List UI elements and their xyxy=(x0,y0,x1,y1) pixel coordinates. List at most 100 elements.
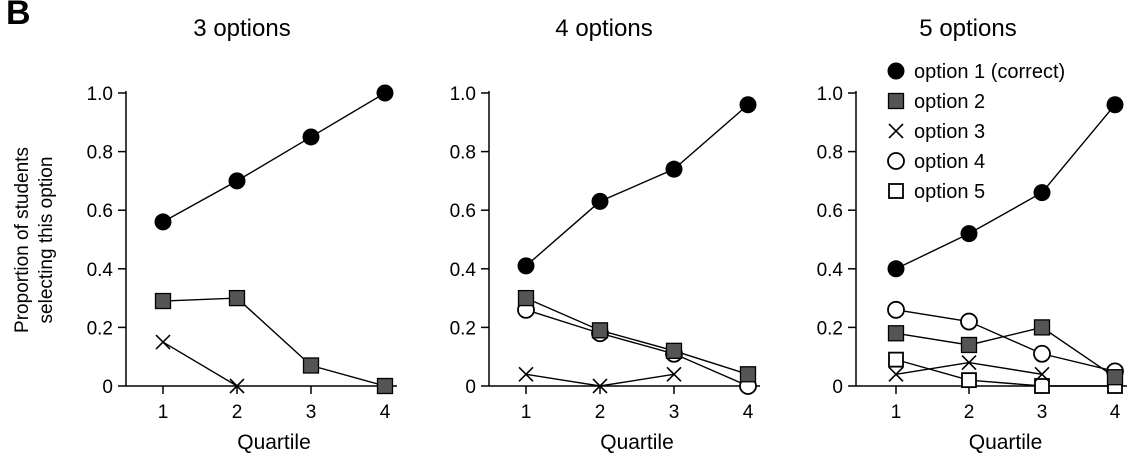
x-tick-label: 4 xyxy=(1110,402,1121,423)
data-point-series1 xyxy=(1033,184,1051,202)
data-point-series5 xyxy=(961,372,977,389)
data-point-series1 xyxy=(665,160,683,178)
legend-marker-shape xyxy=(887,152,905,170)
data-point-series1-shape xyxy=(1033,184,1051,202)
series-line-3 xyxy=(162,341,238,387)
data-point-series2 xyxy=(302,357,320,374)
y-tick-label: 0.4 xyxy=(817,260,844,281)
legend-label: option 4 xyxy=(914,151,985,173)
data-point-series4-shape xyxy=(960,312,978,331)
chart-title: 3 options xyxy=(193,15,290,42)
data-point-series1 xyxy=(1106,96,1124,114)
series-line-2 xyxy=(895,326,1116,378)
data-point-series1-shape xyxy=(960,225,978,243)
data-point-series3-stroke-b xyxy=(666,366,682,382)
data-point-series1-shape xyxy=(739,96,757,114)
series-line-4 xyxy=(895,309,1116,373)
data-point-series1 xyxy=(228,172,246,190)
legend-marker xyxy=(887,152,905,170)
legend-label: option 2 xyxy=(914,91,985,113)
data-point-series3 xyxy=(229,378,245,394)
legend-marker-stroke-b xyxy=(888,123,904,139)
y-tick-label: 0.8 xyxy=(817,143,843,164)
data-point-series5-shape xyxy=(888,351,904,368)
x-tick-label: 4 xyxy=(743,402,754,423)
x-tick-label: 2 xyxy=(595,402,606,423)
x-tick-label: 2 xyxy=(232,402,243,423)
x-tick-label: 3 xyxy=(669,402,680,423)
y-axis-label-line2: selecting this option xyxy=(36,157,57,324)
legend-marker xyxy=(888,183,904,199)
data-point-series3-stroke-b xyxy=(229,378,245,394)
data-point-series2-shape xyxy=(887,325,905,342)
data-point-series2-shape xyxy=(739,366,757,383)
data-point-series2 xyxy=(376,377,394,395)
data-point-series2 xyxy=(665,342,683,359)
data-point-series1-shape xyxy=(591,192,609,210)
data-point-series1-shape xyxy=(302,128,320,146)
y-axis-label-line1: Proportion of students xyxy=(12,147,33,333)
data-point-series3-stroke-b xyxy=(1034,366,1050,382)
y-tick-label: 0 xyxy=(832,377,843,398)
x-tick-label: 3 xyxy=(1037,402,1048,423)
data-point-series2 xyxy=(887,325,905,342)
data-point-series4 xyxy=(960,312,978,331)
data-point-series2-shape xyxy=(1106,369,1124,386)
legend-marker-shape xyxy=(887,92,905,110)
data-point-series5-shape xyxy=(1034,378,1050,394)
data-point-series2-shape xyxy=(302,357,320,374)
data-point-series3 xyxy=(1034,366,1050,382)
data-point-series3-stroke-b xyxy=(888,366,904,382)
legend-marker-shape xyxy=(887,62,905,80)
y-tick-label: 0.4 xyxy=(87,260,114,281)
y-tick-label: 1.0 xyxy=(450,84,476,105)
data-point-series1 xyxy=(154,213,172,231)
data-point-series1-shape xyxy=(154,213,172,231)
data-point-series1 xyxy=(591,192,609,210)
data-point-series1-shape xyxy=(1106,96,1124,114)
data-point-series2 xyxy=(960,336,978,354)
data-point-series3 xyxy=(518,366,534,382)
data-point-series1-shape xyxy=(228,172,246,190)
x-tick-label: 1 xyxy=(521,402,532,423)
data-point-series2 xyxy=(591,322,609,339)
data-point-series1 xyxy=(302,128,320,146)
data-point-series1-shape xyxy=(665,160,683,178)
data-point-series2-shape xyxy=(960,336,978,354)
y-tick-label: 0.8 xyxy=(450,143,476,164)
legend-label: option 5 xyxy=(914,181,985,203)
data-point-series1-shape xyxy=(517,257,535,275)
y-tick-label: 0.4 xyxy=(450,260,477,281)
x-tick-label: 4 xyxy=(380,402,391,423)
y-tick-label: 0.6 xyxy=(87,201,113,222)
series-line-2 xyxy=(525,297,749,375)
data-point-series2 xyxy=(517,289,535,307)
data-point-series1-shape xyxy=(376,84,394,102)
data-point-series4-shape xyxy=(887,300,905,319)
data-point-series1 xyxy=(887,260,905,278)
y-tick-label: 1.0 xyxy=(817,84,843,105)
y-tick-label: 0 xyxy=(102,377,113,398)
series-line-5 xyxy=(895,358,1115,387)
data-point-series1-shape xyxy=(887,260,905,278)
data-point-series2-shape xyxy=(376,377,394,395)
data-point-series2-shape xyxy=(1033,319,1051,336)
data-point-series1 xyxy=(739,96,757,114)
data-point-series1 xyxy=(376,84,394,102)
data-point-series2 xyxy=(154,292,172,310)
data-point-series3-stroke-b xyxy=(961,354,977,371)
series-line-1 xyxy=(525,104,749,267)
y-tick-label: 0 xyxy=(465,377,476,398)
series-line-1 xyxy=(162,92,386,223)
data-point-series3 xyxy=(592,378,608,394)
data-point-series2-shape xyxy=(154,292,172,310)
data-point-series3 xyxy=(888,366,904,382)
y-tick-label: 0.6 xyxy=(450,201,476,222)
y-tick-label: 0.6 xyxy=(817,201,843,222)
chart-title: 5 options xyxy=(919,15,1016,42)
data-point-series3-stroke-b xyxy=(155,334,171,350)
x-tick-label: 2 xyxy=(964,402,975,423)
series-line-1 xyxy=(895,104,1116,270)
x-axis-label: Quartile xyxy=(969,431,1043,454)
